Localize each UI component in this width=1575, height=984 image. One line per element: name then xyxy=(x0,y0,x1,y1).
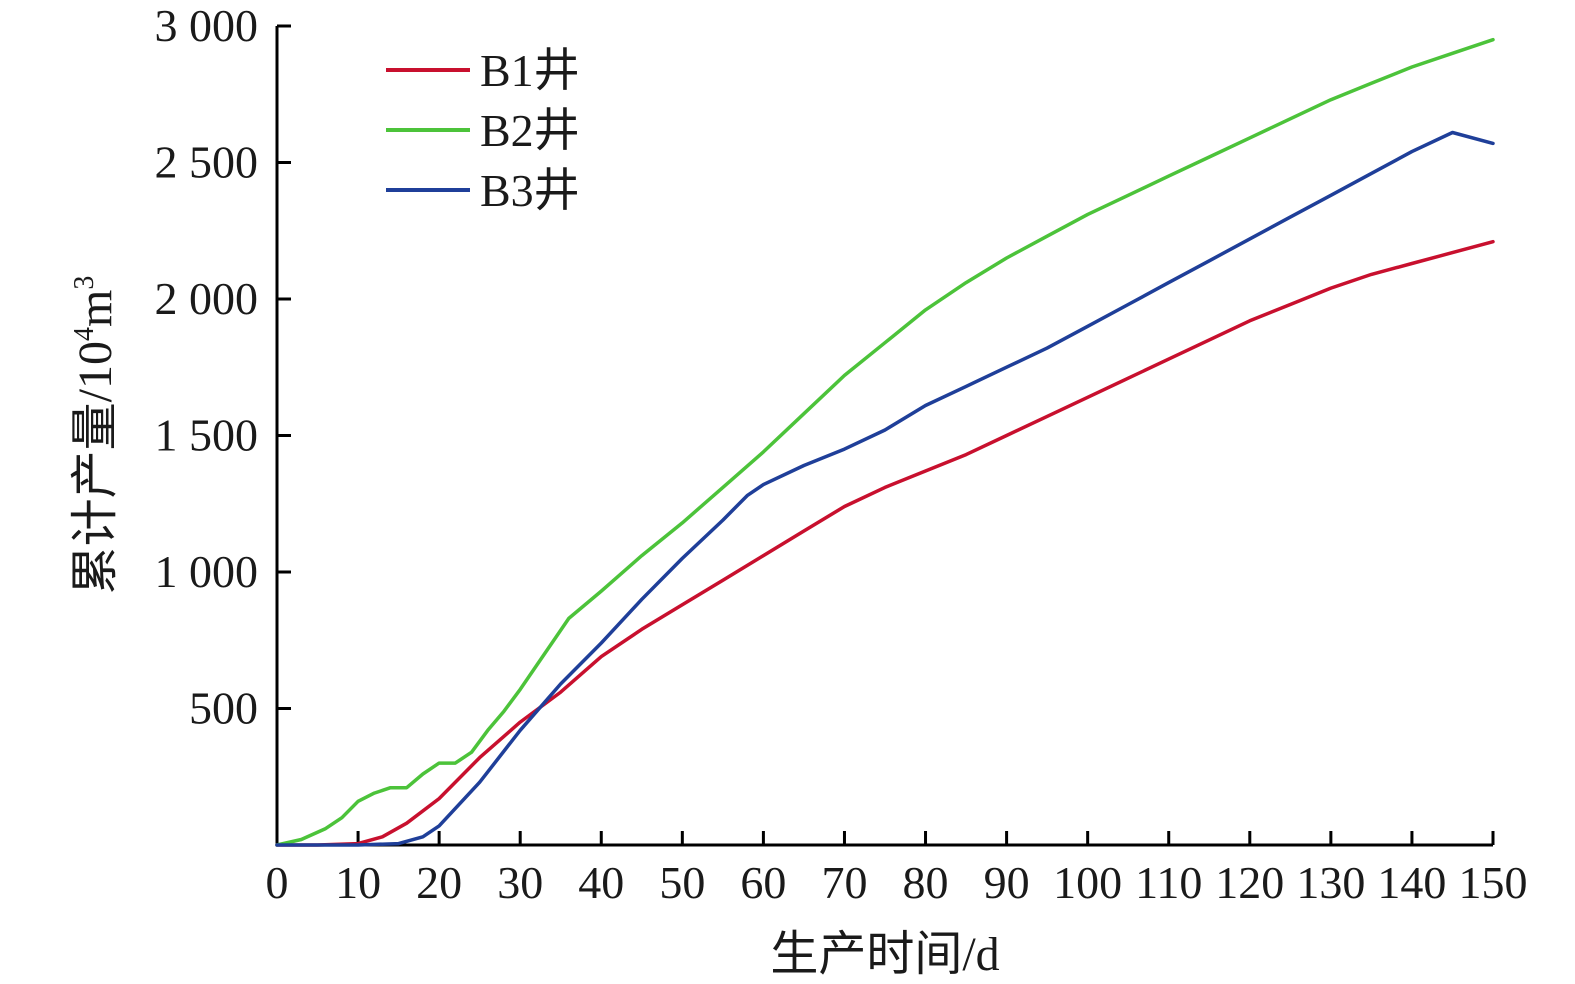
series-lines xyxy=(275,37,1495,847)
x-tick-label: 30 xyxy=(497,857,543,908)
series-line-1 xyxy=(275,239,1495,847)
x-tick-label: 80 xyxy=(903,857,949,908)
legend: B1井 B2井 B3井 xyxy=(386,45,580,216)
legend-label-1: B1井 xyxy=(480,45,580,96)
y-axis-label: 累计产量/104m3 xyxy=(69,276,122,595)
x-tick-label: 60 xyxy=(740,857,786,908)
x-tick-label: 120 xyxy=(1215,857,1284,908)
y-tick-label: 3 000 xyxy=(155,0,259,51)
series-line-3 xyxy=(275,130,1495,847)
legend-label-3: B3井 xyxy=(480,165,580,216)
series-line-2 xyxy=(275,37,1495,847)
y-tick-label: 2 500 xyxy=(155,137,259,188)
x-tick-label: 70 xyxy=(821,857,867,908)
y-tick-label: 2 000 xyxy=(155,273,259,324)
x-tick-label: 100 xyxy=(1053,857,1122,908)
y-axis-label-sup: 4 xyxy=(69,327,100,341)
x-ticks: 0 10 20 30 40 50 60 70 80 90 100 110 120 130 140 150 xyxy=(266,831,1528,908)
x-tick-label: 10 xyxy=(335,857,381,908)
x-tick-label: 20 xyxy=(416,857,462,908)
x-tick-label: 90 xyxy=(984,857,1030,908)
y-tick-label: 1 500 xyxy=(155,410,259,461)
x-tick-label: 150 xyxy=(1459,857,1528,908)
y-tick-label: 500 xyxy=(189,683,258,734)
x-axis-label: 生产时间/d xyxy=(770,928,999,981)
x-tick-label: 40 xyxy=(578,857,624,908)
y-ticks: 500 1 000 1 500 2 000 2 500 3 000 xyxy=(155,0,291,734)
x-tick-label: 140 xyxy=(1377,857,1446,908)
x-tick-label: 130 xyxy=(1296,857,1365,908)
legend-label-2: B2井 xyxy=(480,105,580,156)
axes xyxy=(275,26,1493,847)
y-axis-label-main: 累计产量/10 xyxy=(69,341,122,594)
y-tick-label: 1 000 xyxy=(155,546,259,597)
x-tick-label: 50 xyxy=(659,857,705,908)
x-tick-label: 110 xyxy=(1135,857,1202,908)
x-tick-label: 0 xyxy=(266,857,289,908)
y-axis-label-unit-sup: 3 xyxy=(69,276,100,290)
y-axis-label-unit: m xyxy=(69,290,122,327)
